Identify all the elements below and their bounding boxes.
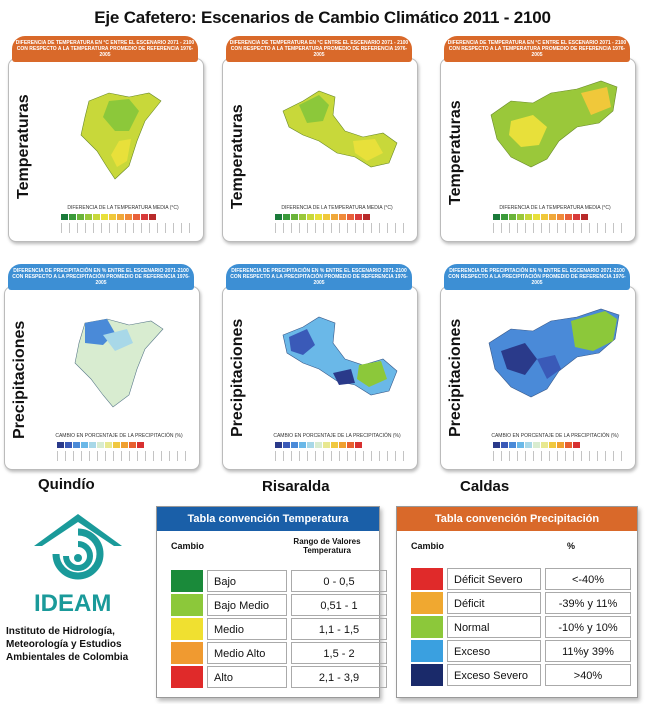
- quindio-precip-map: [74, 318, 164, 408]
- precip-convention-table: Tabla convención Precipitación Cambio % …: [396, 506, 638, 698]
- temp-legend-swatches: [275, 214, 370, 220]
- map-card: Temperaturas DIFERENCIA DE LA TEMPERATUR…: [440, 58, 636, 242]
- row-label: Normal: [447, 616, 541, 638]
- color-swatch: [411, 592, 443, 614]
- map-card: Precipitaciones CAMBIO EN PORCENTAJE DE …: [440, 286, 636, 470]
- precip-banner: DIFERENCIA DE PRECIPITACIÓN EN % ENTRE E…: [8, 264, 194, 290]
- caldas-precip-map: [488, 308, 620, 398]
- color-swatch: [411, 640, 443, 662]
- table-title: Tabla convención Temperatura: [157, 507, 379, 531]
- legend-title: DIFERENCIA DE LA TEMPERATURA MEDIA (°C): [499, 205, 611, 211]
- row-label: Alto: [207, 666, 287, 688]
- row-value: >40%: [545, 664, 631, 686]
- precip-panel-quindio: Precipitaciones CAMBIO EN PORCENTAJE DE …: [4, 264, 200, 470]
- row-label: Déficit: [447, 592, 541, 614]
- row-label: Precipitaciones: [447, 318, 464, 437]
- risaralda-temp-map: [282, 90, 398, 168]
- map-card: Temperaturas DIFERENCIA DE LA TEMPERATUR…: [222, 58, 418, 242]
- col-change: Cambio: [171, 541, 205, 551]
- caldas-temp-map: [490, 80, 618, 168]
- precip-panel-risaralda: Precipitaciones CAMBIO EN PORCENTAJE DE …: [222, 264, 418, 470]
- risaralda-precip-map: [282, 316, 398, 396]
- page-title: Eje Cafetero: Escenarios de Cambio Climá…: [94, 8, 551, 27]
- color-swatch: [171, 642, 203, 664]
- precip-legend-swatches: [493, 442, 580, 448]
- row-value: -39% y 11%: [545, 592, 631, 614]
- color-swatch: [411, 664, 443, 686]
- temp-banner: DIFERENCIA DE TEMPERATURA EN °C ENTRE EL…: [12, 36, 198, 62]
- dept-caldas: Caldas: [460, 478, 510, 495]
- color-swatch: [171, 570, 203, 592]
- precip-banner: DIFERENCIA DE PRECIPITACIÓN EN % ENTRE E…: [444, 264, 630, 290]
- temp-panel-risaralda: Temperaturas DIFERENCIA DE LA TEMPERATUR…: [222, 36, 418, 242]
- color-swatch: [171, 618, 203, 640]
- precip-legend-swatches: [275, 442, 362, 448]
- temp-panel-quindio: Temperaturas DIFERENCIA DE LA TEMPERATUR…: [8, 36, 204, 242]
- row-value: -10% y 10%: [545, 616, 631, 638]
- dept-quindio: Quindío: [38, 476, 95, 493]
- table-title: Tabla convención Precipitación: [397, 507, 637, 531]
- color-swatch: [171, 594, 203, 616]
- row-value: <-40%: [545, 568, 631, 590]
- precip-legend-swatches: [57, 442, 144, 448]
- legend-title: CAMBIO EN PORCENTAJE DE LA PRECIPITACIÓN…: [491, 433, 619, 439]
- color-swatch: [411, 568, 443, 590]
- row-label: Temperaturas: [15, 94, 32, 199]
- row-label: Medio: [207, 618, 287, 640]
- temp-convention-table: Tabla convención Temperatura Cambio Rang…: [156, 506, 387, 698]
- col-pct: %: [567, 541, 576, 551]
- map-card: Precipitaciones CAMBIO EN PORCENTAJE DE …: [4, 286, 200, 470]
- legend-ticks: [493, 451, 623, 461]
- color-swatch: [411, 616, 443, 638]
- legend-title: CAMBIO EN PORCENTAJE DE LA PRECIPITACIÓN…: [55, 433, 183, 439]
- legend-ticks: [61, 223, 191, 233]
- temp-legend-swatches: [493, 214, 588, 220]
- legend-title: DIFERENCIA DE LA TEMPERATURA MEDIA (°C): [67, 205, 179, 211]
- row-value: 2,1 - 3,9: [291, 666, 387, 688]
- row-label: Bajo Medio: [207, 594, 287, 616]
- color-swatch: [171, 666, 203, 688]
- temp-panel-caldas: Temperaturas DIFERENCIA DE LA TEMPERATUR…: [440, 36, 636, 242]
- legend-title: CAMBIO EN PORCENTAJE DE LA PRECIPITACIÓN…: [273, 433, 401, 439]
- row-label: Temperaturas: [229, 104, 246, 209]
- row-value: 11%y 39%: [545, 640, 631, 662]
- row-value: 1,1 - 1,5: [291, 618, 387, 640]
- temp-legend-swatches: [61, 214, 156, 220]
- row-value: 0 - 0,5: [291, 570, 387, 592]
- temp-banner: DIFERENCIA DE TEMPERATURA EN °C ENTRE EL…: [226, 36, 412, 62]
- ideam-institute: Instituto de Hidrología, Meteorología y …: [6, 626, 129, 663]
- ideam-logo-icon: [34, 514, 122, 580]
- precip-panel-caldas: Precipitaciones CAMBIO EN PORCENTAJE DE …: [440, 264, 636, 470]
- temp-banner: DIFERENCIA DE TEMPERATURA EN °C ENTRE EL…: [444, 36, 630, 62]
- legend-title: DIFERENCIA DE LA TEMPERATURA MEDIA (°C): [281, 205, 393, 211]
- row-label: Déficit Severo: [447, 568, 541, 590]
- row-label: Precipitaciones: [11, 320, 28, 439]
- ideam-name: IDEAM: [34, 590, 112, 617]
- precip-banner: DIFERENCIA DE PRECIPITACIÓN EN % ENTRE E…: [226, 264, 412, 290]
- legend-ticks: [275, 451, 405, 461]
- row-label: Precipitaciones: [229, 318, 246, 437]
- row-label: Exceso Severo: [447, 664, 541, 686]
- row-label: Exceso: [447, 640, 541, 662]
- legend-ticks: [275, 223, 405, 233]
- col-range: Rango de Valores Temperatura: [293, 537, 361, 555]
- quindio-temp-map: [80, 92, 162, 180]
- map-card: Temperaturas DIFERENCIA DE LA TEMPERATUR…: [8, 58, 204, 242]
- row-label: Medio Alto: [207, 642, 287, 664]
- row-label: Temperaturas: [447, 100, 464, 205]
- row-value: 0,51 - 1: [291, 594, 387, 616]
- row-value: 1,5 - 2: [291, 642, 387, 664]
- map-card: Precipitaciones CAMBIO EN PORCENTAJE DE …: [222, 286, 418, 470]
- legend-ticks: [57, 451, 187, 461]
- col-change: Cambio: [411, 541, 445, 551]
- dept-risaralda: Risaralda: [262, 478, 330, 495]
- row-label: Bajo: [207, 570, 287, 592]
- legend-ticks: [493, 223, 623, 233]
